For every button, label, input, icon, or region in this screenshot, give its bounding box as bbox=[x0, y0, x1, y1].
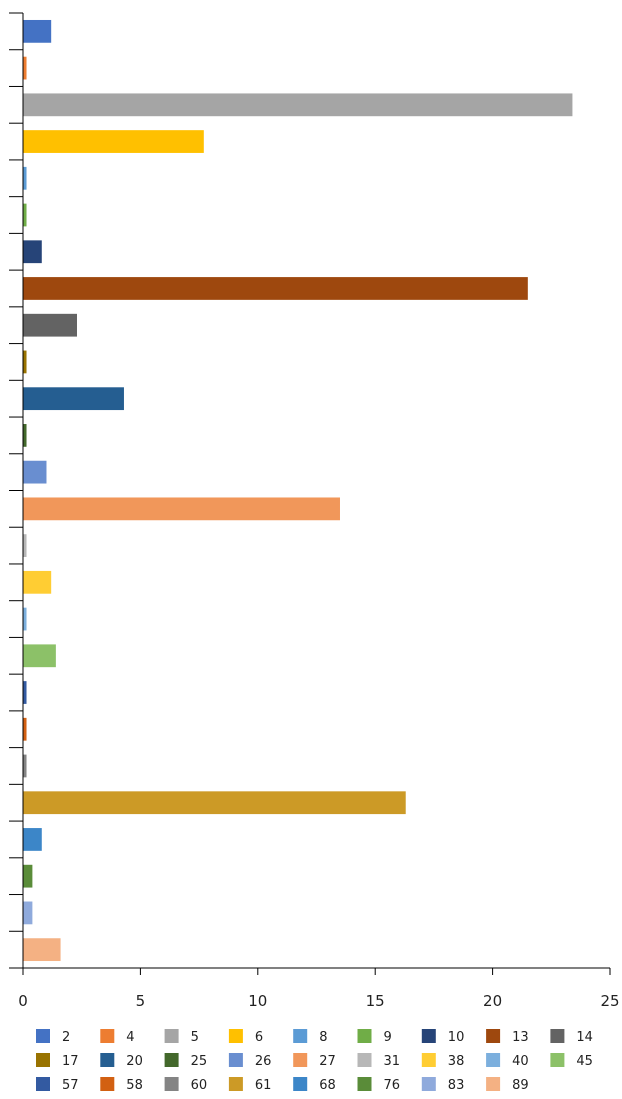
legend-swatch-61 bbox=[228, 1077, 243, 1091]
legend-swatch-10 bbox=[421, 1029, 436, 1043]
bar-45 bbox=[23, 644, 56, 668]
legend-swatch-20 bbox=[100, 1053, 115, 1067]
legend-swatch-38 bbox=[421, 1053, 436, 1067]
legend-label-9: 9 bbox=[384, 1030, 392, 1045]
bar-31 bbox=[23, 534, 27, 557]
legend-label-31: 31 bbox=[384, 1054, 401, 1069]
legend-label-83: 83 bbox=[448, 1078, 465, 1093]
legend-label-61: 61 bbox=[255, 1078, 272, 1093]
bar-38 bbox=[23, 570, 52, 594]
x-tick-label: 10 bbox=[248, 992, 267, 1010]
legend-label-58: 58 bbox=[126, 1078, 143, 1093]
legend-label-38: 38 bbox=[448, 1054, 465, 1069]
legend-swatch-31 bbox=[357, 1053, 372, 1067]
legend-label-40: 40 bbox=[512, 1054, 529, 1069]
bar-57 bbox=[23, 681, 27, 704]
legend-swatch-26 bbox=[228, 1053, 243, 1067]
x-tick-label: 20 bbox=[483, 992, 502, 1010]
bar-4 bbox=[23, 56, 27, 80]
legend-swatch-6 bbox=[228, 1029, 243, 1043]
legend-swatch-89 bbox=[486, 1077, 501, 1091]
bar-25 bbox=[23, 424, 27, 447]
legend-swatch-8 bbox=[293, 1029, 308, 1043]
legend-label-2: 2 bbox=[62, 1030, 70, 1045]
legend-swatch-60 bbox=[164, 1077, 179, 1091]
bar-14 bbox=[23, 313, 77, 337]
bar-17 bbox=[23, 350, 27, 374]
legend-label-17: 17 bbox=[62, 1054, 79, 1069]
legend-swatch-14 bbox=[550, 1029, 565, 1043]
bar-20 bbox=[23, 387, 124, 411]
bar-9 bbox=[23, 203, 27, 227]
legend-label-6: 6 bbox=[255, 1030, 263, 1045]
bar-26 bbox=[23, 460, 47, 484]
legend-label-13: 13 bbox=[512, 1030, 529, 1045]
x-tick-label: 0 bbox=[18, 992, 28, 1010]
bar-6 bbox=[23, 130, 204, 153]
bar-83 bbox=[23, 901, 33, 925]
legend-swatch-45 bbox=[550, 1053, 565, 1067]
legend-swatch-58 bbox=[100, 1077, 115, 1091]
bar-68 bbox=[23, 828, 42, 851]
bar-40 bbox=[23, 607, 27, 631]
legend-swatch-4 bbox=[100, 1029, 115, 1043]
legend-swatch-27 bbox=[293, 1053, 308, 1067]
legend-label-20: 20 bbox=[126, 1054, 143, 1069]
legend-swatch-9 bbox=[357, 1029, 372, 1043]
legend-label-27: 27 bbox=[319, 1054, 336, 1069]
legend-swatch-76 bbox=[357, 1077, 372, 1091]
bar-60 bbox=[23, 754, 27, 778]
legend-label-57: 57 bbox=[62, 1078, 79, 1093]
bar-5 bbox=[23, 93, 573, 117]
legend-label-76: 76 bbox=[384, 1078, 401, 1093]
legend-label-60: 60 bbox=[191, 1078, 208, 1093]
legend-swatch-13 bbox=[486, 1029, 501, 1043]
legend-swatch-68 bbox=[293, 1077, 308, 1091]
legend-label-4: 4 bbox=[126, 1030, 134, 1045]
legend-label-25: 25 bbox=[191, 1054, 208, 1069]
legend-label-89: 89 bbox=[512, 1078, 529, 1093]
legend-swatch-5 bbox=[164, 1029, 179, 1043]
legend-label-14: 14 bbox=[576, 1030, 593, 1045]
legend-swatch-83 bbox=[421, 1077, 436, 1091]
bar-10 bbox=[23, 240, 42, 264]
legend-label-68: 68 bbox=[319, 1078, 336, 1093]
x-tick-label: 25 bbox=[600, 992, 619, 1010]
legend-swatch-57 bbox=[36, 1077, 50, 1091]
legend-label-45: 45 bbox=[576, 1054, 593, 1069]
bar-58 bbox=[23, 717, 27, 741]
bar-61 bbox=[23, 791, 406, 815]
x-tick-label: 5 bbox=[136, 992, 146, 1010]
legend-label-26: 26 bbox=[255, 1054, 272, 1069]
legend-label-5: 5 bbox=[191, 1030, 199, 1045]
legend-swatch-40 bbox=[486, 1053, 501, 1067]
legend-swatch-25 bbox=[164, 1053, 179, 1067]
legend-label-8: 8 bbox=[319, 1030, 327, 1045]
bar-2 bbox=[23, 19, 52, 43]
legend-label-10: 10 bbox=[448, 1030, 465, 1045]
bar-13 bbox=[23, 277, 528, 300]
x-tick-label: 15 bbox=[366, 992, 385, 1010]
bar-8 bbox=[23, 166, 27, 190]
bar-76 bbox=[23, 864, 33, 888]
bar-27 bbox=[23, 497, 340, 521]
bar-89 bbox=[23, 938, 61, 962]
legend-swatch-2 bbox=[36, 1029, 50, 1043]
legend-swatch-17 bbox=[36, 1053, 50, 1067]
